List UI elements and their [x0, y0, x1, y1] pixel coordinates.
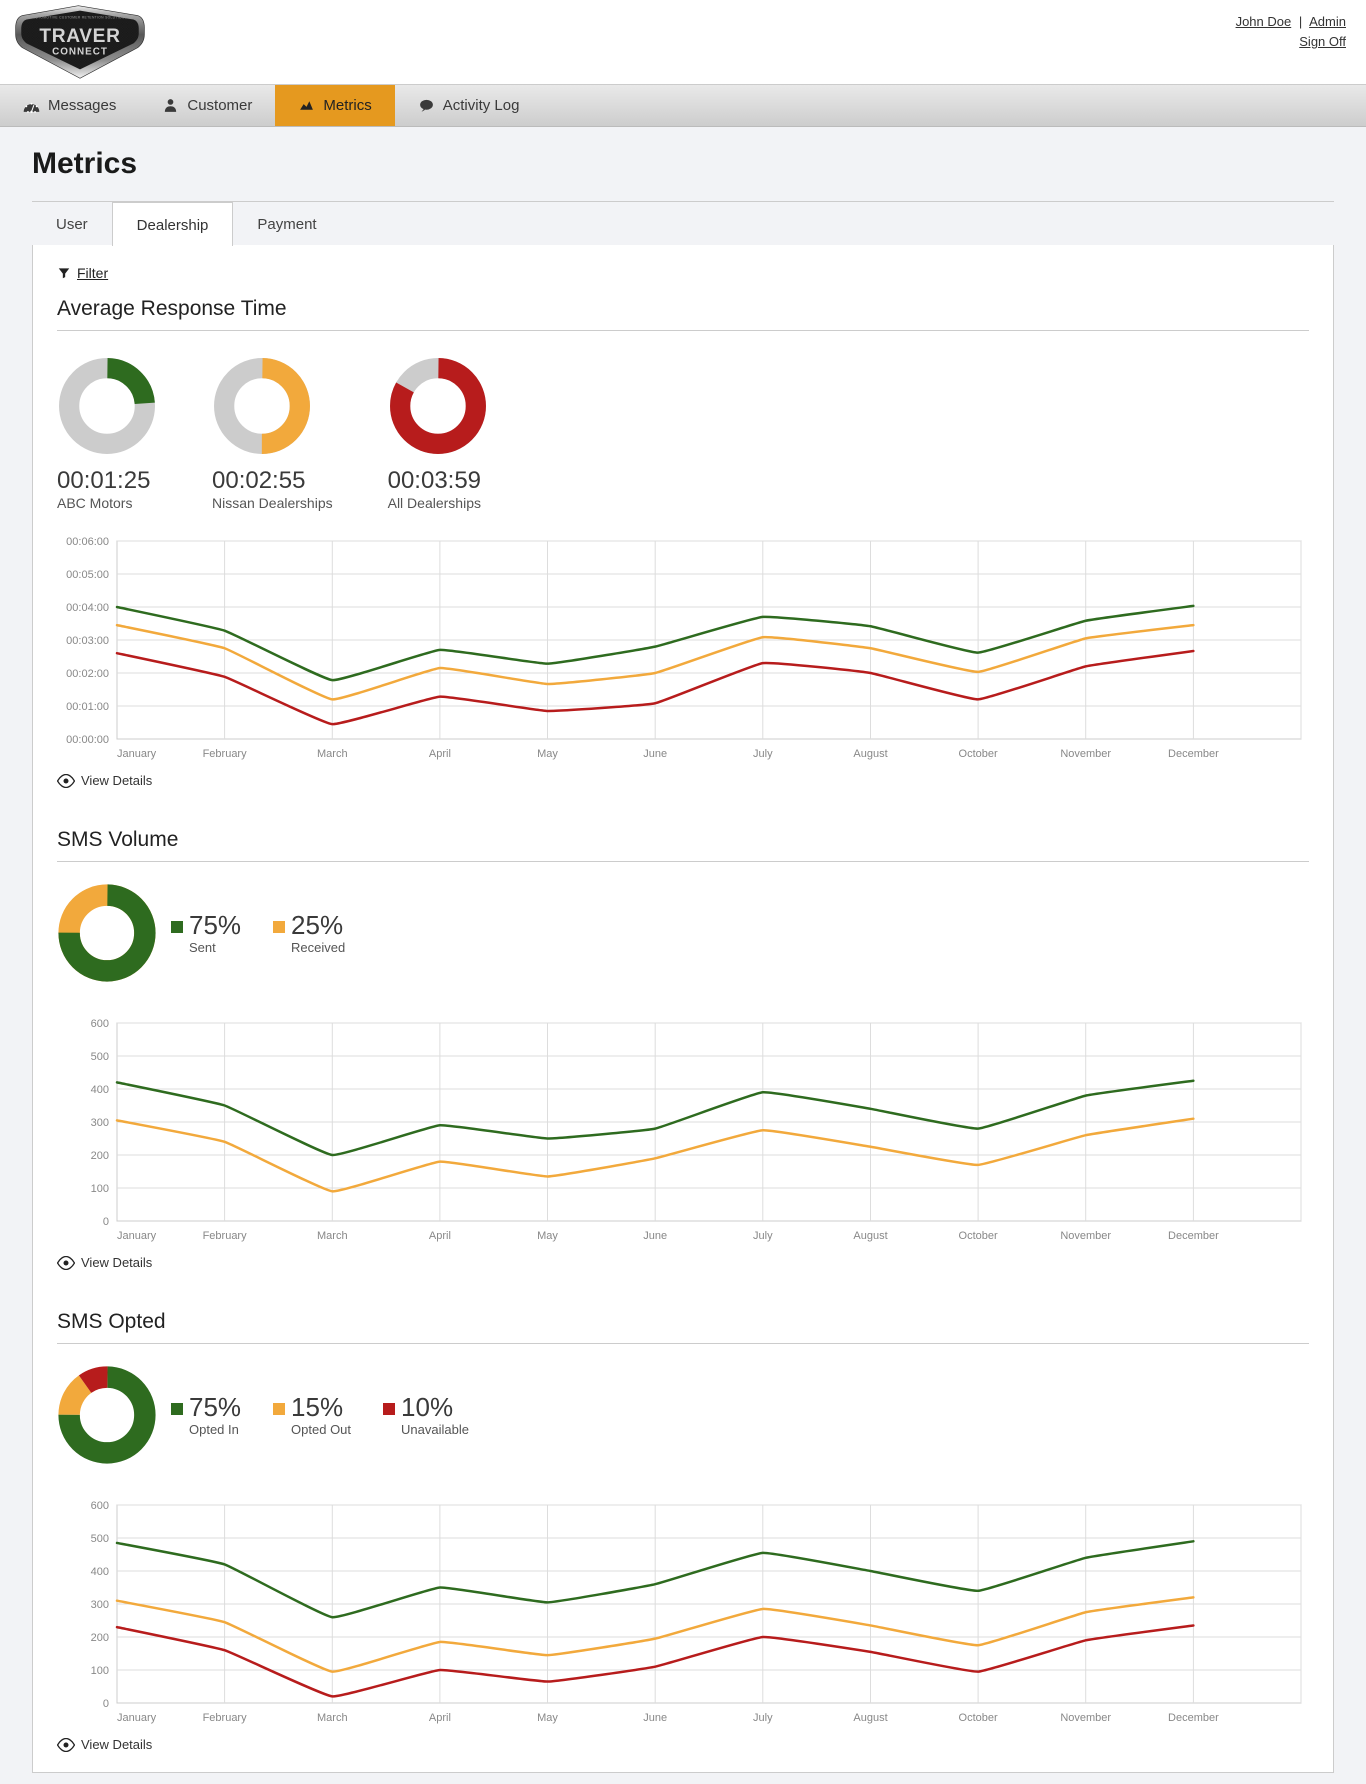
svg-text:December: December [1168, 1712, 1219, 1724]
svg-text:December: December [1168, 748, 1219, 760]
svg-text:April: April [429, 1230, 451, 1242]
svg-text:May: May [537, 1712, 558, 1724]
svg-text:February: February [203, 1712, 248, 1724]
svg-text:00:00:00: 00:00:00 [66, 734, 109, 746]
svg-text:November: November [1060, 748, 1111, 760]
svg-text:300: 300 [91, 1117, 109, 1129]
svg-text:00:02:00: 00:02:00 [66, 668, 109, 680]
svg-text:April: April [429, 1712, 451, 1724]
svg-text:00:01:00: 00:01:00 [66, 701, 109, 713]
svg-text:November: November [1060, 1230, 1111, 1242]
svg-text:200: 200 [91, 1150, 109, 1162]
svg-text:May: May [537, 1230, 558, 1242]
svg-text:February: February [203, 748, 248, 760]
svg-text:00:05:00: 00:05:00 [66, 569, 109, 581]
svg-text:October: October [959, 1230, 998, 1242]
svg-text:TRAVER: TRAVER [39, 26, 120, 47]
svg-text:June: June [643, 748, 667, 760]
svg-text:500: 500 [91, 1533, 109, 1545]
svg-text:400: 400 [91, 1566, 109, 1578]
svg-text:300: 300 [91, 1599, 109, 1611]
svg-text:0: 0 [103, 1216, 109, 1228]
svg-text:100: 100 [91, 1665, 109, 1677]
svg-text:600: 600 [91, 1018, 109, 1030]
svg-text:August: August [853, 1712, 887, 1724]
svg-text:00:03:00: 00:03:00 [66, 635, 109, 647]
svg-text:00:04:00: 00:04:00 [66, 602, 109, 614]
svg-text:July: July [753, 1230, 773, 1242]
svg-text:March: March [317, 1712, 348, 1724]
svg-text:October: October [959, 748, 998, 760]
svg-text:400: 400 [91, 1084, 109, 1096]
svg-text:August: August [853, 748, 887, 760]
svg-text:January: January [117, 1712, 157, 1724]
svg-text:February: February [203, 1230, 248, 1242]
svg-text:600: 600 [91, 1500, 109, 1512]
svg-text:May: May [537, 748, 558, 760]
svg-text:0: 0 [103, 1698, 109, 1710]
svg-text:April: April [429, 748, 451, 760]
svg-text:August: August [853, 1230, 887, 1242]
svg-text:October: October [959, 1712, 998, 1724]
svg-text:AUTOMOTIVE CUSTOMER RETENTION: AUTOMOTIVE CUSTOMER RETENTION SOLUTIONS [33, 16, 128, 20]
svg-text:100: 100 [91, 1183, 109, 1195]
svg-text:December: December [1168, 1230, 1219, 1242]
svg-text:500: 500 [91, 1051, 109, 1063]
svg-text:March: March [317, 748, 348, 760]
svg-text:March: March [317, 1230, 348, 1242]
svg-text:July: July [753, 1712, 773, 1724]
svg-text:January: January [117, 748, 157, 760]
svg-text:200: 200 [91, 1632, 109, 1644]
svg-text:CONNECT: CONNECT [52, 47, 108, 58]
svg-text:November: November [1060, 1712, 1111, 1724]
svg-text:June: June [643, 1712, 667, 1724]
svg-text:July: July [753, 748, 773, 760]
svg-text:January: January [117, 1230, 157, 1242]
svg-text:00:06:00: 00:06:00 [66, 536, 109, 548]
svg-text:June: June [643, 1230, 667, 1242]
